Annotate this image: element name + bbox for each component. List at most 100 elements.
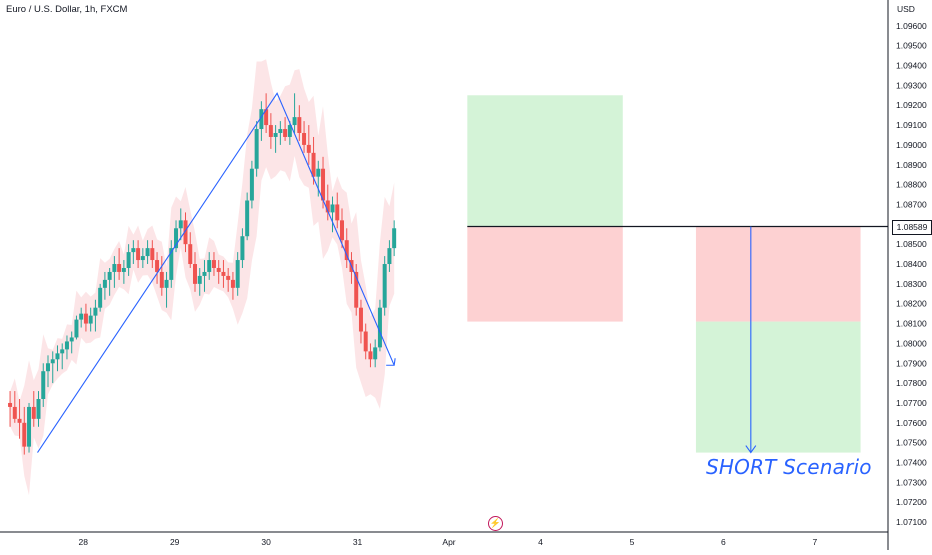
candle-body [330,204,335,213]
candle-body [131,248,136,253]
y-tick-label: 1.07900 [896,358,927,368]
current-price-tag: 1.08589 [892,220,932,235]
candle-body [136,248,141,261]
candle-body [145,248,150,257]
y-tick-label: 1.09300 [896,80,927,90]
candle-body [259,109,264,130]
x-tick-label: 30 [261,537,271,547]
y-tick-label: 1.07800 [896,378,927,388]
volatility-band [10,59,395,496]
candle-body [311,152,316,177]
candle-body [41,371,46,399]
y-tick-label: 1.08000 [896,338,927,348]
zigzag-line [37,92,395,453]
y-tick-label: 1.07700 [896,398,927,408]
candle-body [306,144,311,153]
candle-body [221,271,226,276]
candle-body [107,271,112,280]
candle-body [297,117,302,133]
y-tick-label: 1.08300 [896,279,927,289]
candle-body [83,313,88,324]
candle-body [363,331,368,352]
long-loss-zone [467,226,623,322]
candle-body [235,260,240,288]
candle-body [27,406,32,447]
x-tick-label: 6 [721,537,726,547]
x-tick-label: 5 [630,537,635,547]
candle-body [192,264,197,284]
y-tick-label: 1.07100 [896,517,927,527]
candle-body [292,117,297,126]
candle-body [22,422,27,447]
candle-body [12,406,17,419]
candle-body [287,125,292,137]
candle-body [387,248,392,265]
y-tick-label: 1.08400 [896,259,927,269]
candle-body [69,337,74,342]
candle-body [197,275,202,284]
candle-body [31,406,36,419]
candle-body [207,260,212,272]
candle-body [226,275,231,280]
candle-body [140,256,145,261]
candle-body [316,168,321,177]
candle-body [8,402,13,407]
lightning-icon[interactable]: ⚡ [488,516,503,531]
candle-body [249,168,254,201]
candle-body [344,240,349,261]
y-tick-label: 1.09600 [896,21,927,31]
candle-body [126,252,131,268]
candle-body [211,260,216,268]
candle-body [17,418,22,423]
candle-body [117,264,122,272]
candle-body [174,228,179,249]
short-scenario-annotation: SHORT Scenario [706,455,872,479]
y-tick-label: 1.09400 [896,61,927,71]
candle-body [254,129,259,169]
long-profit-zone [467,95,623,227]
candle-body [321,168,326,201]
candle-body [302,133,307,145]
candle-body [178,220,183,229]
candle-body [88,315,93,324]
candle-body [273,133,278,137]
candle-body [150,248,155,261]
candle-body [112,264,117,272]
zigzag-arrowhead [386,358,396,366]
candle-body [155,260,160,272]
candle-body [98,287,103,308]
y-tick-label: 1.08900 [896,160,927,170]
candle-body [392,228,397,249]
y-tick-label: 1.09000 [896,140,927,150]
candle-body [74,319,79,338]
y-tick-label: 1.09500 [896,41,927,51]
candle-body [358,307,363,332]
candle-body [368,351,373,360]
short-loss-zone [695,226,861,322]
candle-body [45,363,50,372]
candle-body [50,359,55,364]
x-tick-label: 28 [78,537,88,547]
candle-body [230,279,235,288]
x-tick-label: 4 [538,537,543,547]
y-tick-label: 1.08500 [896,239,927,249]
candle-body [283,129,288,137]
candle-body [183,220,188,245]
candle-body [339,220,344,241]
short-profit-zone [695,321,861,453]
x-tick-label: 31 [353,537,363,547]
y-tick-label: 1.08800 [896,180,927,190]
candle-body [240,236,245,261]
x-tick-label: Apr [442,537,455,547]
y-tick-label: 1.08700 [896,199,927,209]
y-tick-label: 1.09200 [896,100,927,110]
y-tick-label: 1.08200 [896,299,927,309]
candle-body [264,109,269,126]
candle-body [188,244,193,265]
candle-body [121,267,126,272]
y-tick-label: 1.08100 [896,319,927,329]
candle-body [268,125,273,137]
chart-title: Euro / U.S. Dollar, 1h, FXCM [6,4,128,15]
candle-body [164,279,169,288]
